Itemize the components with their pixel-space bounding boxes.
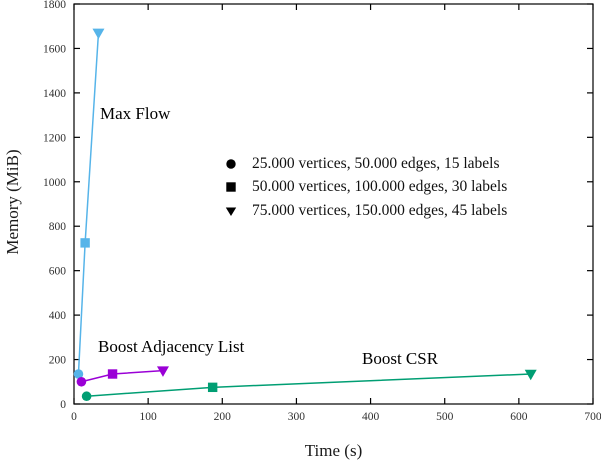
data-point-square: [107, 369, 118, 379]
y-axis-title-text: Memory (MiB): [3, 149, 22, 255]
data-point-circle: [81, 391, 92, 402]
y-tick-label: 1400: [43, 88, 66, 100]
series-label-max-flow: Max Flow: [100, 104, 171, 123]
series-label-boost-adjacency-list: Boost Adjacency List: [98, 337, 245, 356]
legend-item-label: 50.000 vertices, 100.000 edges, 30 label…: [252, 178, 508, 196]
x-tick-label: 100: [140, 411, 158, 423]
legend-item: 75.000 vertices, 150.000 edges, 45 label…: [222, 199, 507, 223]
y-tick-label: 200: [49, 355, 67, 367]
data-point-square: [207, 382, 218, 393]
x-tick-label: 0: [71, 411, 77, 423]
legend: 25.000 vertices, 50.000 edges, 15 labels…: [222, 152, 507, 223]
data-point-triangle-down: [156, 366, 169, 377]
y-tick-label: 800: [49, 221, 67, 233]
x-tick-label: 200: [214, 411, 232, 423]
data-point-triangle-down: [92, 28, 105, 40]
y-tick-label: 1800: [43, 0, 66, 11]
legend-item: 50.000 vertices, 100.000 edges, 30 label…: [222, 176, 507, 200]
data-point-square: [80, 238, 90, 248]
y-tick-label: 1600: [43, 43, 66, 55]
data-point-triangle-down: [524, 369, 537, 381]
y-tick-label: 1000: [43, 177, 66, 189]
triangle-down-marker-icon: [222, 205, 240, 217]
y-tick-label: 400: [49, 310, 67, 322]
y-tick-label: 600: [49, 266, 67, 278]
y-tick-label: 0: [60, 399, 66, 411]
square-marker-icon: [222, 181, 240, 193]
x-tick-label: 700: [584, 411, 601, 423]
data-point-circle: [76, 376, 87, 387]
x-axis-title: Time (s): [304, 441, 363, 460]
legend-item-label: 75.000 vertices, 150.000 edges, 45 label…: [252, 201, 508, 219]
series-line-2: [86, 373, 531, 397]
legend-item-label: 25.000 vertices, 50.000 edges, 15 labels: [252, 154, 500, 172]
circle-marker-icon: [222, 158, 240, 170]
series-line-0: [77, 32, 100, 375]
series-line-1: [81, 369, 164, 383]
y-tick-label: 1200: [43, 132, 66, 144]
series-label-boost-csr: Boost CSR: [362, 349, 439, 368]
x-tick-label: 500: [436, 411, 454, 423]
x-tick-label: 400: [362, 411, 380, 423]
data-point-circle: [73, 369, 84, 379]
plot-frame: [73, 3, 594, 405]
legend-item: 25.000 vertices, 50.000 edges, 15 labels: [222, 152, 507, 176]
x-tick-label: 600: [510, 411, 528, 423]
x-tick-label: 300: [288, 411, 306, 423]
